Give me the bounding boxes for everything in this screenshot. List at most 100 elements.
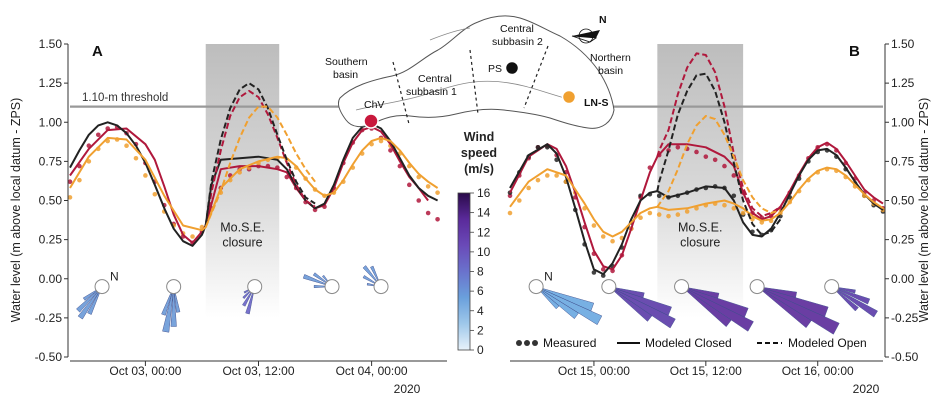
panel-a-wind-rose-north-label: N [110, 270, 119, 284]
panel-b-ps-measured-point [656, 193, 662, 199]
panel-a-chv-measured-point [388, 148, 393, 153]
panel-b-lns-measured-point [526, 185, 531, 191]
colorbar-tick-label: 10 [477, 245, 491, 259]
legend-closed-label: Modeled Closed [645, 336, 732, 350]
colorbar-ticks: 16 14 12 10 8 6 4 2 0 [470, 186, 491, 357]
panel-a-wind-roses: N [76, 265, 389, 333]
legend: Measured Modeled Closed Modeled Open [516, 336, 867, 350]
panel-b-y-tick-label: 1.25 [891, 76, 915, 90]
panel-a-x-tick-label: Oct 04, 00:00 [336, 364, 408, 378]
panel-b-wind-rose: N [528, 270, 603, 326]
panel-b-y-tick-label: 0.25 [891, 233, 915, 247]
colorbar-tick-label: 0 [477, 343, 484, 357]
panel-a-closure-label-line: closure [222, 236, 262, 250]
legend-open-label: Modeled Open [788, 336, 867, 350]
panel-b-wind-roses: N [528, 270, 878, 335]
wind-speed-colorbar: Wind speed (m/s) 16 14 12 10 8 6 4 2 0 [457, 130, 497, 357]
colorbar-title-line2: speed [461, 146, 497, 160]
panel-b-ps-measured-point [731, 193, 737, 199]
panel-b-x-tick-label: Oct 15, 12:00 [670, 364, 742, 378]
panel-b-wind-rose-petal [831, 286, 878, 318]
panel-a-wind-rose-petal [76, 286, 103, 313]
panel-b-chv-modeled-open-line [656, 52, 781, 218]
panel-b-wind-rose-petal [608, 286, 653, 322]
panel-b-wind-rose [824, 279, 878, 318]
panel-a-wind-rose [302, 272, 340, 295]
panel-a-wind-rose [362, 265, 389, 295]
panel-b-lns-modeled-open-line [656, 115, 781, 214]
panel-b-x-tick-label: Oct 16, 00:00 [782, 364, 854, 378]
panel-a-lns-measured-point [152, 191, 158, 197]
legend-open: Modeled Open [757, 336, 867, 350]
panel-b-wind-rose-petal [681, 286, 732, 328]
colorbar-tick-label: 8 [477, 265, 484, 279]
north-arrow-ring [578, 28, 594, 44]
basin-divider-2 [469, 49, 479, 115]
panel-b-wind-rose [749, 279, 840, 335]
panel-b-chv-measured-point [703, 154, 709, 159]
panel-a-wind-rose-petal [313, 285, 333, 289]
map-label-central2-line2: subbasin 2 [492, 36, 543, 48]
legend-closed: Modeled Closed [617, 336, 732, 350]
north-arrow-tail [571, 35, 598, 43]
panel-b-lns-measured-point [722, 202, 727, 208]
map-label-southern-line2: basin [333, 69, 358, 81]
panel-a-y-tick-label: -0.25 [35, 311, 63, 325]
panel-b-y-tick-label: 0.00 [891, 272, 915, 286]
panel-a-wind-rose-petal [87, 286, 103, 315]
panel-b-wind-rose [601, 279, 676, 329]
panel-b-y-tick-label: -0.50 [891, 350, 919, 364]
colorbar-title-line1: Wind [464, 130, 494, 144]
panel-b-wind-rose [674, 279, 754, 332]
panel-b-y-tick-label: 1.00 [891, 115, 915, 129]
panel-b-wind-rose-petal [757, 286, 797, 298]
panel-a-closure-label-line: Mo.S.E. [220, 221, 264, 235]
panel-b-closure-label-line: Mo.S.E. [678, 221, 722, 235]
panel-a-x-tick-label: Oct 03, 00:00 [109, 364, 181, 378]
panel-a-series [67, 82, 440, 247]
panel-b-wind-rose-petal [608, 286, 645, 299]
panel-b-letter: B [849, 43, 860, 60]
panel-a-y-tick-label: 1.00 [39, 115, 63, 129]
colorbar-ramp [457, 192, 471, 351]
panel-a-chv-modeled-closed-line [69, 125, 429, 244]
station-marker-ps [504, 60, 520, 76]
panel-b-lns-measured-point [656, 212, 662, 217]
panel-a-lns-measured-point [378, 138, 384, 144]
panel-a-lns-measured-point [77, 177, 82, 183]
panel-a-wind-rose [242, 279, 263, 315]
panel-a-letter: A [92, 43, 103, 60]
panel-b-lns-measured-point [647, 210, 653, 216]
panel-b-lns-measured-point [740, 210, 746, 216]
panel-b-wind-rose-petal [535, 286, 560, 310]
panel-a-lns-measured-point [435, 190, 440, 195]
colorbar-tick-label: 4 [477, 304, 484, 318]
panel-b: B Mo.S.E. closure N 1.50 1.25 1.00 0.75 0.50 0… [507, 37, 931, 396]
station-label-chv: ChV [364, 99, 384, 111]
colorbar-tick-label: 6 [477, 284, 484, 298]
panel-a-y-tick-label: 0.50 [39, 194, 63, 208]
panel-b-lns-measured-point [666, 213, 671, 219]
lagoon-outline [337, 15, 615, 129]
panel-a-lns-measured-point [190, 234, 195, 239]
panel-a-wind-rose-hub [247, 279, 263, 295]
panel-a-lns-measured-point [133, 155, 139, 161]
panel-a-wind-rose-petal [170, 286, 177, 327]
panel-a-lns-measured-point [67, 195, 73, 200]
colorbar-tick-label: 12 [477, 225, 491, 239]
panel-a-wind-rose-petal [77, 286, 103, 320]
panel-b-wind-rose-petal [831, 286, 859, 312]
panel-b-lns-measured-point [535, 177, 541, 183]
panel-b-lns-measured-point [554, 173, 559, 178]
panel-b-axes: 1.50 1.25 1.00 0.75 0.50 0.25 0.00 -0.25 -0.50 Oc… [510, 37, 919, 378]
panel-b-lns-measured-point [750, 216, 755, 222]
panel-a-wind-rose-petal [162, 286, 174, 333]
panel-b-ps-modeled-closed-line [509, 143, 884, 276]
panel-a-wind-rose-hub [373, 279, 389, 295]
panel-a-y-tick-label: 1.25 [39, 76, 63, 90]
panel-b-wind-rose-hub [674, 279, 690, 295]
panel-b-y-tick-label: 1.50 [891, 37, 915, 51]
map-label-southern-line1: Southern [325, 56, 368, 68]
map-label-central2-line1: Central [500, 23, 534, 35]
station-label-lns: LN-S [584, 97, 609, 109]
